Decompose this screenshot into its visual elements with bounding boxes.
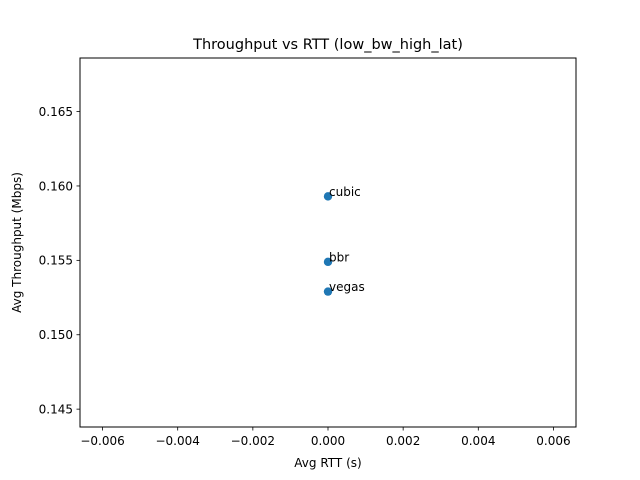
y-tick-label: 0.155 [39, 254, 73, 268]
x-tick-label: −0.004 [155, 434, 199, 448]
data-point-cubic [323, 192, 333, 201]
x-tick-label: 0.000 [311, 434, 345, 448]
x-axis-label: Avg RTT (s) [294, 456, 361, 470]
x-tick-label: −0.002 [231, 434, 275, 448]
data-point-bbr [323, 257, 333, 267]
data-point-vegas [323, 287, 333, 296]
x-tick-label: 0.004 [461, 434, 495, 448]
x-tick-label: −0.006 [80, 434, 124, 448]
point-label-cubic: cubic [329, 185, 361, 199]
chart-title: Throughput vs RTT (low_bw_high_lat) [192, 37, 463, 53]
plot-marks: cubic bbr vegas [323, 185, 365, 296]
x-tick-label: 0.006 [536, 434, 570, 448]
y-tick-label: 0.145 [39, 402, 73, 416]
axis-ticks: −0.006 −0.004 −0.002 0.000 0.002 0.004 0.006 0.… [39, 105, 571, 448]
point-label-bbr: bbr [329, 250, 349, 264]
y-axis-label: Avg Throughput (Mbps) [10, 172, 24, 313]
point-label-vegas: vegas [329, 280, 365, 294]
y-tick-label: 0.150 [39, 328, 73, 342]
plot-area-frame [79, 57, 577, 428]
x-tick-label: 0.002 [386, 434, 420, 448]
y-tick-label: 0.160 [39, 179, 73, 193]
y-tick-label: 0.165 [39, 105, 73, 119]
